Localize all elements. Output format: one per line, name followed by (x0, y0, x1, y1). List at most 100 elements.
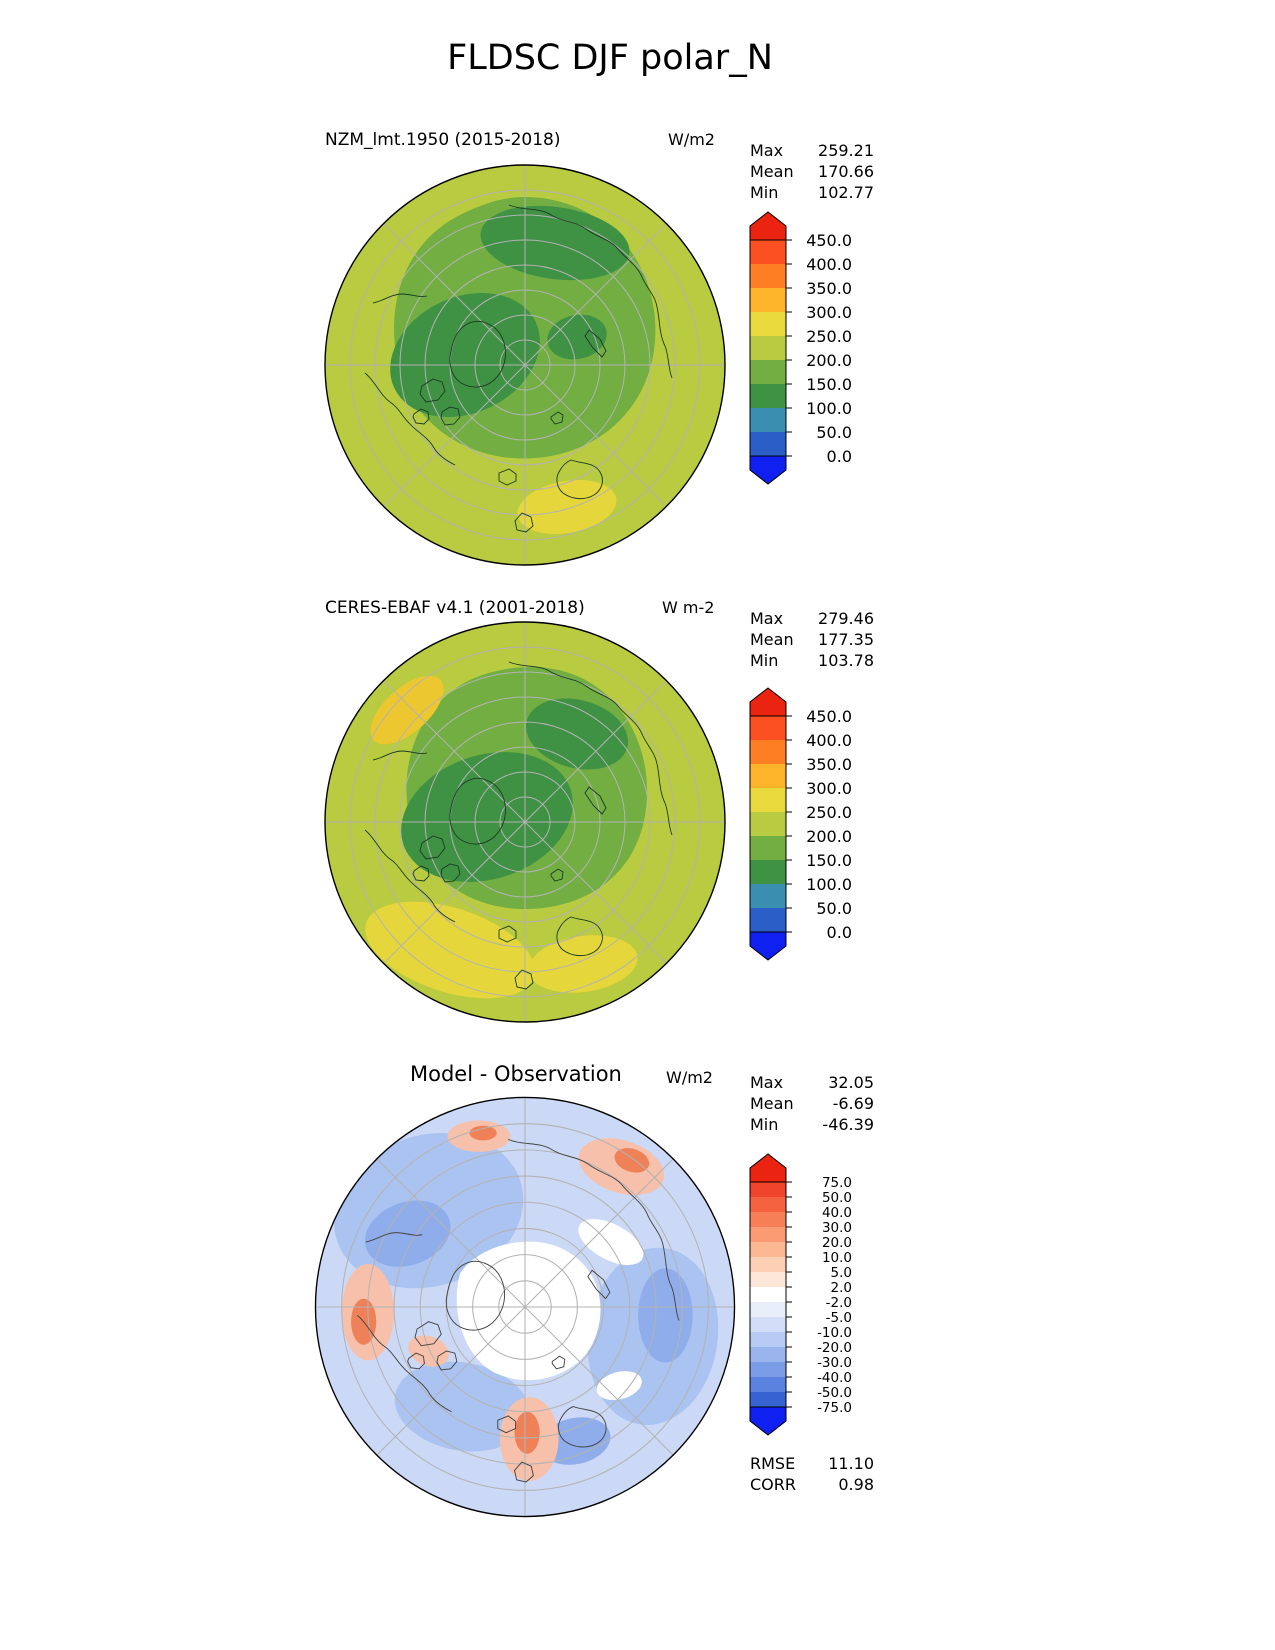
colorbar-tick-label: 450.0 (806, 231, 852, 250)
colorbar-segment (750, 264, 786, 288)
colorbar-segment (750, 1362, 786, 1377)
colorbar-tick-label: 150.0 (806, 851, 852, 870)
stat-row: Mean -6.69 (750, 1093, 874, 1114)
map-fill-layer (325, 165, 725, 565)
colorbar-segment (750, 764, 786, 788)
stat-value: 103.78 (818, 651, 874, 670)
panel3-subtitle: Model - Observation (410, 1062, 622, 1086)
panel3-units: W/m2 (666, 1068, 713, 1087)
colorbar-over-arrow (749, 687, 787, 717)
colorbar-segment (750, 1242, 786, 1257)
colorbar-tick-label: 250.0 (806, 327, 852, 346)
colorbar-tick-label: 250.0 (806, 803, 852, 822)
colorbar-tick-label: 450.0 (806, 707, 852, 726)
colorbar-segment (750, 360, 786, 384)
stat-row: Max 32.05 (750, 1072, 874, 1093)
map-boundary (314, 1096, 736, 1518)
colorbar-tick-label: -20.0 (817, 1340, 852, 1356)
panel2-subtitle: CERES-EBAF v4.1 (2001-2018) (325, 598, 585, 618)
stat-value: 32.05 (828, 1073, 874, 1092)
colorbar-under-arrow (749, 455, 787, 485)
panel2-units: W m-2 (662, 598, 715, 617)
stat-value: 177.35 (818, 630, 874, 649)
colorbar-segment (750, 908, 786, 932)
stat-row: Min 102.77 (750, 182, 874, 203)
graticule (325, 622, 725, 1022)
colorbar-tick-label: -50.0 (817, 1385, 852, 1401)
colorbar-under-arrow (749, 931, 787, 961)
colorbar-over-arrow (749, 1153, 787, 1183)
colorbar-tick-label: 200.0 (806, 827, 852, 846)
colorbar-segment (750, 1317, 786, 1332)
colorbar-segment (750, 860, 786, 884)
stat-label: Min (750, 183, 779, 202)
colorbar-tick-label: 2.0 (831, 1280, 852, 1296)
stat-row: Mean 177.35 (750, 629, 874, 650)
stat-label: Max (750, 1073, 784, 1092)
panel3-stats: Max 32.05 Mean -6.69 Min -46.39 (750, 1072, 874, 1135)
stat-row: Min 103.78 (750, 650, 874, 671)
colorbar-segment (750, 1197, 786, 1212)
colorbar-tick-label: 350.0 (806, 279, 852, 298)
colorbar-segment (750, 884, 786, 908)
colorbar-segment (750, 240, 786, 264)
polar-map-difference (314, 1096, 736, 1518)
colorbar-segment (750, 740, 786, 764)
metric-value: 0.98 (838, 1475, 874, 1494)
colorbar-segment (750, 812, 786, 836)
colorbar-segment (750, 432, 786, 456)
stat-label: Mean (750, 630, 794, 649)
colorbar-tick-label: 10.0 (822, 1250, 852, 1266)
stat-value: 102.77 (818, 183, 874, 202)
colorbar-segment (750, 1212, 786, 1227)
colorbar-segment (750, 836, 786, 860)
colorbar-tick-label: 300.0 (806, 303, 852, 322)
panel1-units: W/m2 (668, 130, 715, 149)
colorbar-segment (750, 716, 786, 740)
stat-row: Mean 170.66 (750, 161, 874, 182)
colorbar-segment (750, 288, 786, 312)
metric-label: CORR (750, 1475, 796, 1494)
colorbar-segment (750, 788, 786, 812)
colorbar-tick-label: 300.0 (806, 779, 852, 798)
colorbar-tick-label: 350.0 (806, 755, 852, 774)
stat-value: 279.46 (818, 609, 874, 628)
colorbar-segment (750, 1182, 786, 1197)
colorbar-segment (750, 1227, 786, 1242)
colorbar-tick-label: 200.0 (806, 351, 852, 370)
coastlines (357, 1138, 680, 1483)
stat-label: Max (750, 141, 784, 160)
colorbar-tick-label: 400.0 (806, 731, 852, 750)
map-boundary (324, 621, 726, 1023)
metric-row: CORR 0.98 (750, 1474, 874, 1495)
colorbar-segment (750, 1272, 786, 1287)
colorbar-over-arrow (749, 211, 787, 241)
stat-label: Max (750, 609, 784, 628)
metric-row: RMSE 11.10 (750, 1453, 874, 1474)
metric-label: RMSE (750, 1454, 796, 1473)
colorbar-tick-label: 100.0 (806, 875, 852, 894)
map-fill-layer (325, 622, 725, 1022)
graticule (325, 165, 725, 565)
colorbar-tick-label: 50.0 (816, 899, 852, 918)
stat-label: Min (750, 651, 779, 670)
stat-value: 259.21 (818, 141, 874, 160)
colorbar-tick-label: 40.0 (822, 1205, 852, 1221)
colorbar-tick-label: 50.0 (816, 423, 852, 442)
colorbar-tick-label: 50.0 (822, 1190, 852, 1206)
colorbar-tick-label: 0.0 (827, 923, 852, 942)
colorbar-difference: 75.050.040.030.020.010.05.02.0-2.0-5.0-1… (749, 1153, 852, 1436)
colorbar-segment (750, 384, 786, 408)
stat-value: 170.66 (818, 162, 874, 181)
colorbar-under-arrow (749, 1406, 787, 1436)
stat-value: -46.39 (822, 1115, 874, 1134)
figure-title: FLDSC DJF polar_N (447, 38, 773, 78)
stat-label: Mean (750, 1094, 794, 1113)
map-boundary (324, 164, 726, 566)
colorbar-segment (750, 1287, 786, 1302)
stat-row: Max 279.46 (750, 608, 874, 629)
colorbar-tick-label: 100.0 (806, 399, 852, 418)
colorbar-segment (750, 336, 786, 360)
colorbar-tick-label: 30.0 (822, 1220, 852, 1236)
